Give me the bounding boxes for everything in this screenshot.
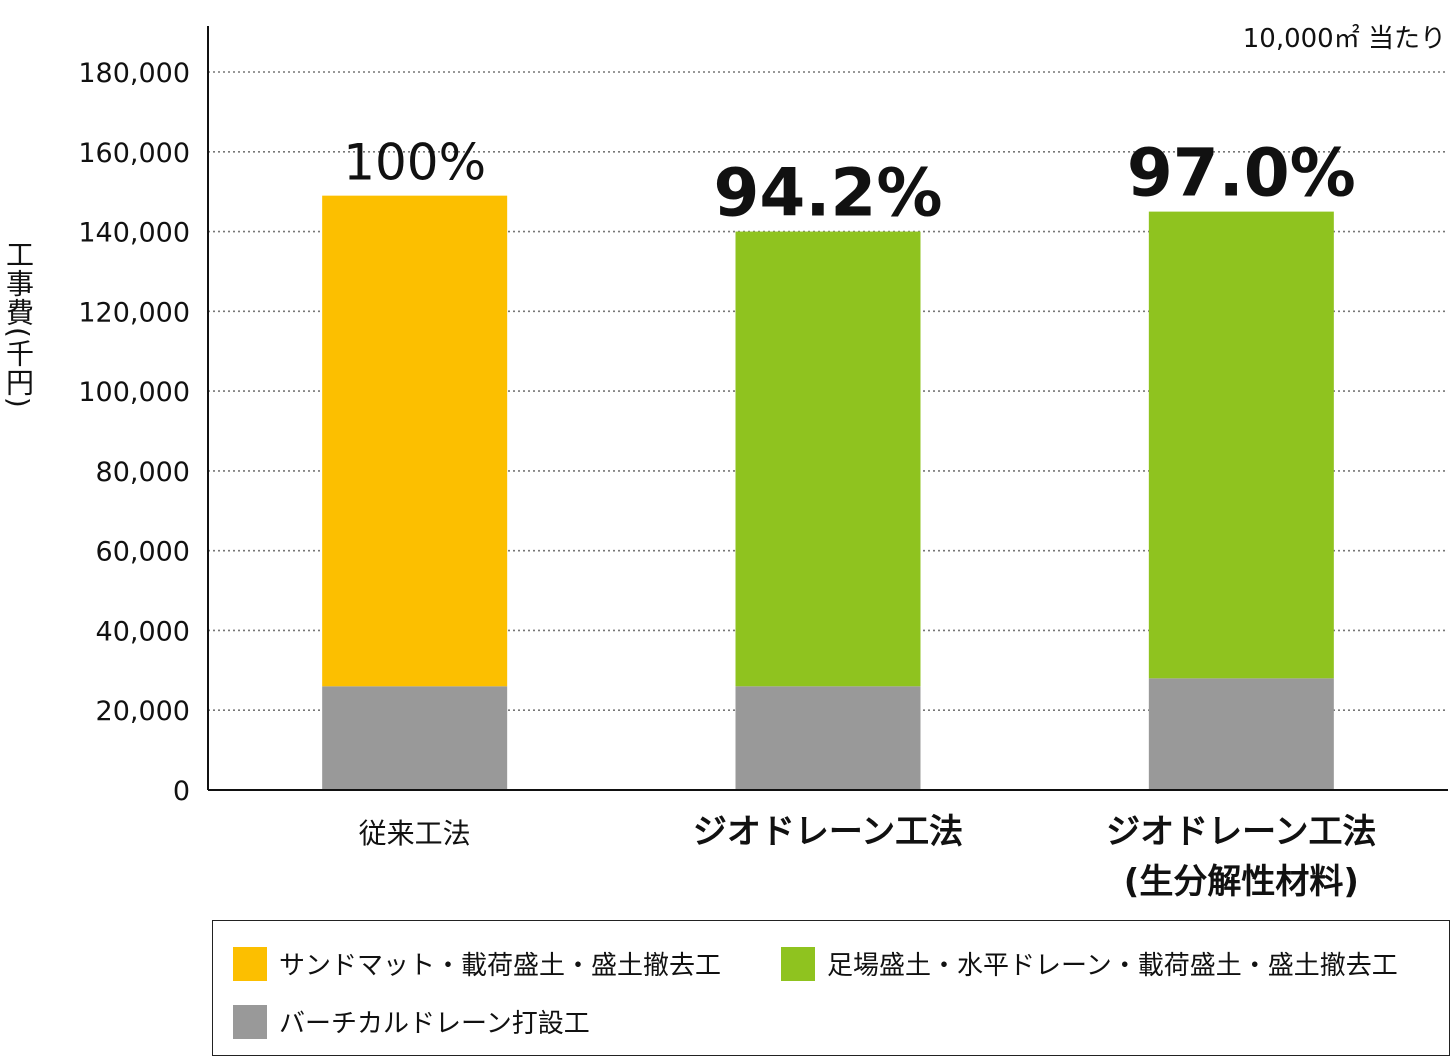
y-tick-label: 60,000 xyxy=(96,537,190,568)
y-tick-label: 20,000 xyxy=(96,696,190,727)
bar-segment xyxy=(735,231,921,687)
legend-item-vertical-drain: バーチカルドレーン打設工 xyxy=(233,1003,590,1040)
legend-item-scaffold: 足場盛土・水平ドレーン・載荷盛土・盛土撤去工 xyxy=(781,945,1398,982)
bar-segment xyxy=(322,686,508,790)
y-tick-label: 80,000 xyxy=(96,457,190,488)
y-tick-label: 0 xyxy=(173,776,190,807)
unit-note: 10,000㎡ 当たり xyxy=(1243,24,1446,54)
percent-label: 94.2% xyxy=(714,155,943,232)
stacked-bar-chart: 0 20,000 40,000 60,000 80,000 100,000 120,000 1… xyxy=(78,24,1448,902)
legend-label: 足場盛土・水平ドレーン・載荷盛土・盛土撤去工 xyxy=(827,951,1398,981)
legend-item-sandmat: サンドマット・載荷盛土・盛土撤去工 xyxy=(233,945,721,982)
legend-label: バーチカルドレーン打設工 xyxy=(279,1009,590,1039)
y-tick-label: 140,000 xyxy=(78,218,190,249)
y-tick-label: 100,000 xyxy=(78,377,190,408)
y-axis-label: 工事費(千円) xyxy=(2,240,35,409)
bar-segment xyxy=(1148,678,1334,790)
legend-swatch-green xyxy=(781,946,815,981)
legend-label: サンドマット・載荷盛土・盛土撤去工 xyxy=(279,951,722,981)
bar-segment xyxy=(1148,211,1334,679)
y-tick-labels: 0 20,000 40,000 60,000 80,000 100,000 120,000 1… xyxy=(78,58,190,807)
bar-segment xyxy=(322,195,508,687)
category-label: (生分解性材料) xyxy=(1124,862,1359,902)
bar-segment xyxy=(735,686,921,790)
percent-label: 100% xyxy=(343,134,486,192)
category-label: ジオドレーン工法 xyxy=(693,812,963,852)
percent-labels: 100% 94.2% 97.0% xyxy=(343,134,1356,232)
percent-label: 97.0% xyxy=(1127,135,1356,212)
bars xyxy=(322,195,1334,790)
category-label: ジオドレーン工法 xyxy=(1106,812,1376,852)
y-tick-label: 160,000 xyxy=(78,138,190,169)
legend-swatch-orange xyxy=(233,946,267,981)
y-tick-label: 180,000 xyxy=(78,58,190,89)
category-labels: 従来工法 ジオドレーン工法 ジオドレーン工法 (生分解性材料) xyxy=(359,812,1377,902)
legend-swatch-gray xyxy=(233,1004,267,1039)
y-tick-label: 40,000 xyxy=(96,616,190,647)
category-label: 従来工法 xyxy=(359,817,471,850)
axes xyxy=(207,26,1448,791)
legend: サンドマット・載荷盛土・盛土撤去工 足場盛土・水平ドレーン・載荷盛土・盛土撤去工… xyxy=(212,920,1450,1056)
y-tick-label: 120,000 xyxy=(78,297,190,328)
